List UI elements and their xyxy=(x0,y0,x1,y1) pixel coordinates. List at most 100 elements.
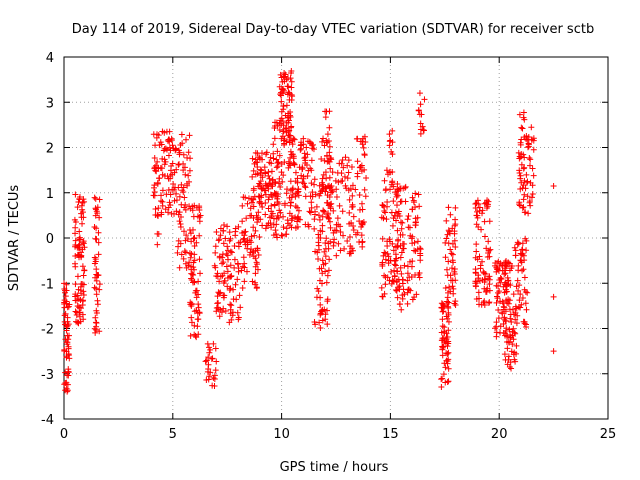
data-point xyxy=(301,155,308,162)
data-point xyxy=(187,254,194,261)
data-point xyxy=(180,160,187,167)
data-point xyxy=(267,214,274,221)
data-point xyxy=(514,277,521,284)
data-point xyxy=(244,245,251,252)
data-point xyxy=(219,251,226,258)
data-point xyxy=(289,141,296,148)
data-point xyxy=(295,186,302,193)
data-point xyxy=(295,207,302,214)
data-point xyxy=(520,151,527,158)
data-point xyxy=(518,259,525,266)
data-point xyxy=(512,252,519,259)
data-point xyxy=(523,237,530,244)
data-point xyxy=(495,258,502,265)
data-point xyxy=(183,136,190,143)
data-point xyxy=(230,296,237,303)
data-point xyxy=(445,340,452,347)
data-point xyxy=(329,188,336,195)
data-point xyxy=(212,367,219,374)
data-point xyxy=(265,196,272,203)
data-point xyxy=(240,254,247,261)
data-point xyxy=(486,276,493,283)
data-point xyxy=(524,144,531,151)
data-point xyxy=(416,90,423,97)
data-point xyxy=(390,247,397,254)
data-point xyxy=(495,307,502,314)
data-point xyxy=(239,202,246,209)
data-point xyxy=(164,173,171,180)
data-point xyxy=(228,273,235,280)
data-point xyxy=(292,169,299,176)
data-point xyxy=(320,261,327,268)
data-point xyxy=(499,310,506,317)
data-point xyxy=(303,144,310,151)
data-point xyxy=(324,321,331,328)
data-point xyxy=(530,172,537,179)
data-point xyxy=(327,165,334,172)
data-point xyxy=(495,283,502,290)
data-point xyxy=(322,253,329,260)
data-point xyxy=(294,175,301,182)
data-point xyxy=(197,212,204,219)
data-point xyxy=(517,175,524,182)
y-tick-label: 4 xyxy=(46,51,54,66)
data-point xyxy=(362,193,369,200)
data-point xyxy=(203,357,210,364)
data-point xyxy=(344,238,351,245)
data-point xyxy=(481,298,488,305)
data-point xyxy=(180,255,187,262)
data-point xyxy=(449,240,456,247)
data-point xyxy=(295,213,302,220)
data-point xyxy=(285,164,292,171)
data-point xyxy=(206,344,213,351)
data-point xyxy=(386,131,393,138)
data-point xyxy=(250,203,257,210)
data-point xyxy=(349,192,356,199)
data-point xyxy=(391,261,398,268)
data-point xyxy=(505,259,512,266)
y-tick-label: -3 xyxy=(41,368,54,383)
data-point xyxy=(506,364,513,371)
x-tick-label: 20 xyxy=(491,427,508,442)
data-point xyxy=(472,266,479,273)
data-point xyxy=(400,185,407,192)
data-point xyxy=(242,194,249,201)
data-point xyxy=(497,323,504,330)
data-point xyxy=(486,253,493,260)
data-point xyxy=(439,346,446,353)
data-point xyxy=(208,355,215,362)
data-point xyxy=(412,190,419,197)
data-point xyxy=(342,154,349,161)
data-point xyxy=(499,298,506,305)
data-point xyxy=(175,184,182,191)
data-point xyxy=(497,298,504,305)
data-point xyxy=(165,204,172,211)
data-point xyxy=(510,291,517,298)
data-point xyxy=(266,175,273,182)
data-point xyxy=(318,155,325,162)
data-point xyxy=(398,270,405,277)
data-point xyxy=(336,202,343,209)
data-point xyxy=(514,312,521,319)
data-point xyxy=(382,281,389,288)
data-point xyxy=(503,288,510,295)
data-point xyxy=(311,181,318,188)
data-point xyxy=(317,235,324,242)
data-point xyxy=(522,300,529,307)
data-point xyxy=(165,136,172,143)
data-point xyxy=(292,214,299,221)
data-point xyxy=(282,231,289,238)
data-point xyxy=(95,229,102,236)
data-point xyxy=(333,193,340,200)
data-point xyxy=(155,164,162,171)
data-point xyxy=(155,205,162,212)
data-point xyxy=(386,277,393,284)
data-point xyxy=(289,186,296,193)
data-point xyxy=(475,289,482,296)
data-point xyxy=(473,248,480,255)
data-point xyxy=(354,135,361,142)
data-point xyxy=(521,191,528,198)
data-point xyxy=(255,183,262,190)
data-point xyxy=(325,245,332,252)
